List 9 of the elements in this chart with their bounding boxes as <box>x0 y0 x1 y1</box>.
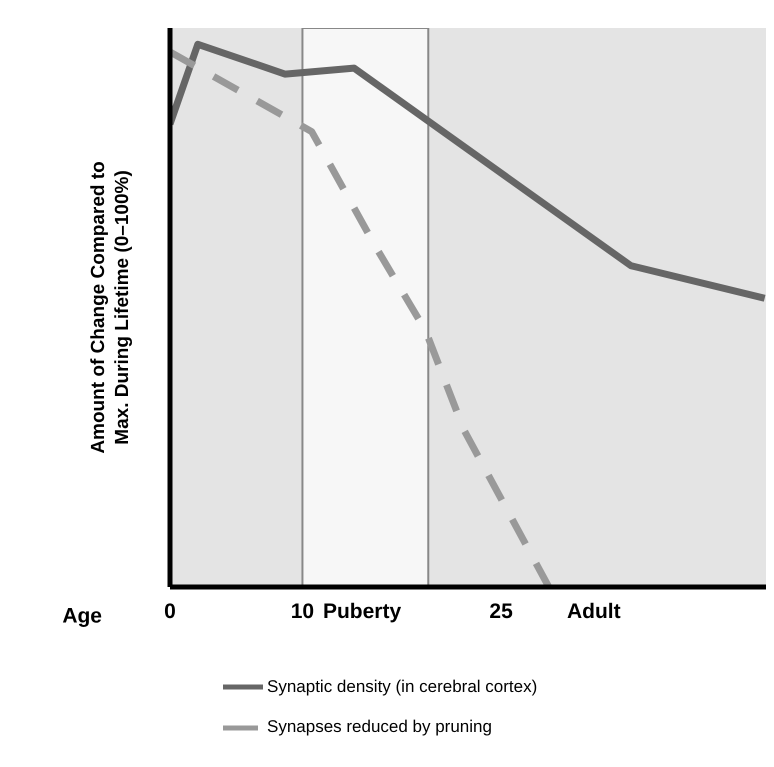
legend-label: Synaptic density (in cerebral cortex) <box>267 676 538 696</box>
x-tick-label: 25 <box>489 600 514 623</box>
x-tick-label: 10 <box>290 600 314 623</box>
y-axis-title: Amount of Change Compared to Max. During Lifetime (0–100%) <box>88 161 133 454</box>
x-tick-label: Puberty <box>322 600 402 623</box>
x-tick-label: 0 <box>164 600 176 623</box>
x-axis-title: Age <box>62 604 102 628</box>
legend-label: Synapses reduced by pruning <box>267 717 492 736</box>
x-tick-label: Adult <box>566 600 621 623</box>
